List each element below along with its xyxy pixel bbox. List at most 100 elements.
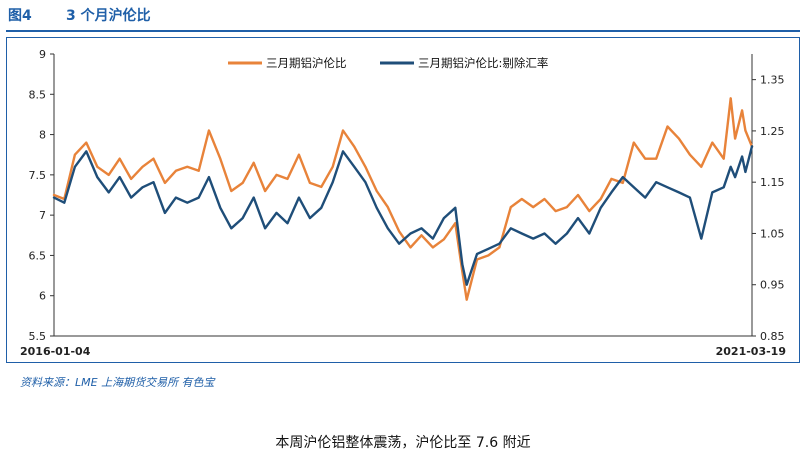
- series-2-point: [298, 196, 300, 199]
- series-2-point: [722, 186, 725, 189]
- series-1-point: [219, 157, 222, 160]
- series-2-point: [409, 232, 412, 235]
- series-1-point: [164, 182, 166, 184]
- legend: 三月期铝沪伦比 三月期铝沪伦比:剔除汇率: [228, 56, 548, 70]
- series-1-point: [678, 137, 680, 140]
- series-1-point: [734, 137, 736, 140]
- series-1-point: [454, 222, 457, 225]
- series-1-point: [741, 109, 743, 112]
- left-tick-label: 5.5: [29, 330, 47, 343]
- left-tick-label: 8.5: [29, 88, 47, 101]
- series-2-point: [275, 212, 278, 214]
- series-2-point: [621, 176, 624, 179]
- series-2-point: [208, 176, 210, 179]
- series-1-point: [375, 190, 378, 192]
- right-tick-label: 0.95: [760, 279, 785, 292]
- series-2-point: [487, 247, 490, 250]
- series-1-point: [487, 254, 490, 257]
- series-1-point: [532, 206, 535, 209]
- x-tick-label-start: 2016-01-04: [20, 345, 91, 358]
- series-2-point: [543, 232, 546, 235]
- series-1-point: [588, 210, 591, 213]
- series-1-point: [543, 198, 546, 200]
- series-2-point: [96, 176, 99, 179]
- series-2-point: [632, 186, 635, 189]
- left-tick-label: 9: [39, 48, 46, 61]
- series-2-point: [53, 196, 55, 199]
- figure-number: 图4: [8, 8, 32, 24]
- series-2-point: [644, 196, 647, 199]
- series-2-point: [476, 253, 478, 255]
- series-1-point: [197, 169, 200, 172]
- series-1-point: [443, 238, 445, 241]
- series-1-point: [118, 157, 121, 160]
- series-1-point: [509, 206, 512, 209]
- series-1-point: [275, 174, 278, 176]
- series-1-point: [252, 161, 255, 164]
- series-1-point: [241, 182, 244, 184]
- series-1-point: [286, 178, 289, 180]
- series-2-point: [532, 237, 535, 240]
- series-2-point: [751, 145, 753, 148]
- series-1-point: [520, 198, 523, 200]
- series-2-point: [107, 191, 110, 194]
- series-2-point: [509, 227, 512, 230]
- series-1-point: [320, 186, 323, 188]
- series-1-point: [409, 246, 412, 249]
- series-1-point: [309, 182, 311, 184]
- series-2-point: [118, 176, 121, 179]
- series-1-point: [632, 141, 635, 144]
- series-2-point: [443, 217, 445, 220]
- series-2-point: [331, 181, 334, 184]
- series-1-point: [420, 234, 423, 237]
- series-2-point: [744, 171, 747, 173]
- legend-label-1: 三月期铝沪伦比: [266, 56, 347, 70]
- caption: 本周沪伦铝整体震荡，沪伦比至 7.6 附近: [275, 435, 531, 451]
- series-1-point: [432, 246, 434, 249]
- left-tick-label: 7.5: [29, 169, 47, 182]
- right-tick-label: 1.35: [760, 74, 785, 87]
- series-2-point: [230, 227, 233, 230]
- series-1-point: [644, 157, 647, 160]
- series-2-point: [700, 237, 703, 240]
- series-1-point: [331, 165, 334, 168]
- x-tick-label-end: 2021-03-19: [716, 345, 786, 358]
- series-2-point: [353, 165, 356, 168]
- series-1-point: [230, 190, 233, 192]
- header-rule: [6, 30, 800, 32]
- series-2-point: [264, 227, 266, 230]
- series-1-point: [175, 169, 177, 172]
- series-2-point: [342, 150, 344, 153]
- series-1-point: [689, 153, 691, 156]
- series-2-point: [309, 217, 311, 220]
- series-1-point: [186, 165, 189, 168]
- axes-layer: 5.5 6 6.5 7 7.5 8 8.5 9 0.85 0.95 1.05 1.15 1.25 1.35…: [20, 48, 786, 358]
- right-tick-label: 1.05: [760, 227, 785, 240]
- series-1-point: [208, 129, 210, 132]
- series-2-point: [461, 263, 464, 266]
- series-2-point: [711, 191, 714, 194]
- series-1-point: [729, 97, 732, 100]
- series-2-point: [599, 206, 602, 209]
- right-tick-label: 1.15: [760, 176, 785, 189]
- series-2-point: [498, 242, 501, 245]
- series-1-point: [465, 298, 468, 301]
- series-1-point: [141, 165, 144, 168]
- series-1-point: [577, 194, 579, 196]
- series-1-point: [655, 157, 658, 160]
- series-1-point: [700, 165, 703, 168]
- left-tick-label: 8: [39, 129, 46, 142]
- series-1-point: [711, 141, 714, 144]
- series-1-point: [353, 145, 356, 148]
- series-2-point: [588, 232, 591, 235]
- series-1-point: [264, 190, 266, 192]
- figure-title: 3 个月沪伦比: [66, 8, 151, 24]
- series-2-point: [252, 196, 255, 199]
- series-2-point: [74, 165, 76, 168]
- series-1-point: [398, 230, 400, 233]
- chart-frame: [6, 37, 800, 363]
- series-1-point: [621, 182, 624, 184]
- series-1-point: [342, 129, 344, 132]
- series-1-point: [610, 178, 613, 180]
- series-1-point: [364, 165, 367, 168]
